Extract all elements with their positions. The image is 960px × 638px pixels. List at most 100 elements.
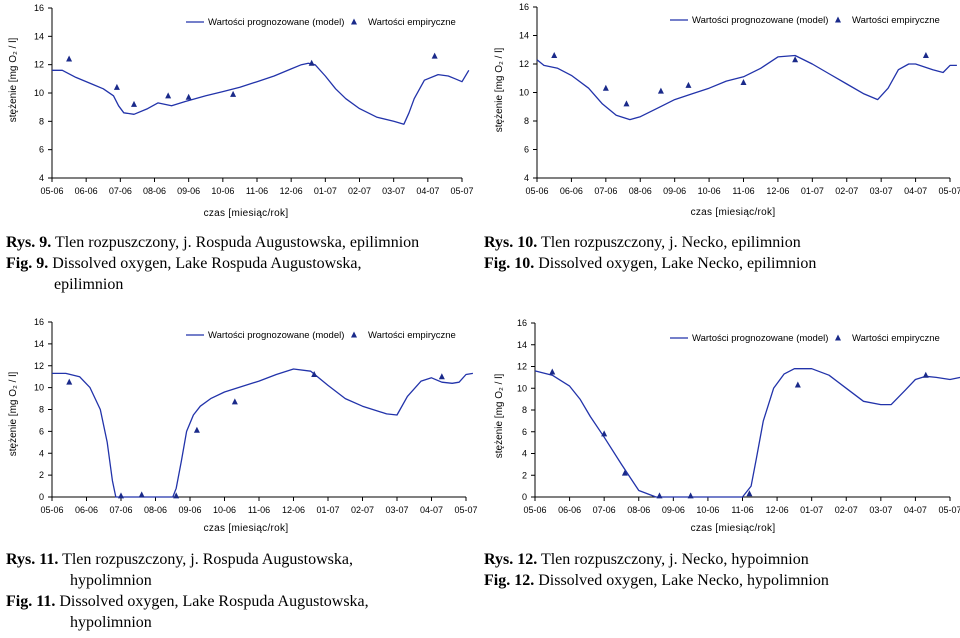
chart-svg: 0 2 4 6 8 10 12 14 16 05-06 06-06 07-06 08-06 09-06 10…: [494, 318, 960, 534]
empirical-point: [113, 83, 120, 90]
y-tick-label: 0: [39, 492, 44, 502]
empirical-point: [740, 79, 747, 86]
x-tick-label: 10-06: [211, 186, 234, 196]
x-tick-label: 07-06: [593, 505, 616, 515]
y-tick-label: 2: [522, 470, 527, 480]
y-axis-label: stężenie [mg O₂ / l]: [494, 374, 505, 459]
y-tick-label: 6: [39, 145, 44, 155]
chart-panel-rys9: 4 6 8 10 12 14 16 05-06 06-06 07-06 08-06 09-06 10-0…: [0, 0, 480, 225]
empirical-point: [687, 492, 694, 499]
chart-svg: 4 6 8 10 12 14 16 05-06 06-06 07-06 08-06 09-06 10-0…: [8, 3, 474, 219]
x-tick-label: 10-06: [696, 505, 719, 515]
x-tick-label: 05-07: [450, 186, 473, 196]
y-tick-label: 8: [524, 116, 529, 126]
y-tick-label: 12: [34, 60, 44, 70]
y-tick-label: 4: [39, 173, 44, 183]
chart-panel-rys12: 0 2 4 6 8 10 12 14 16 05-06 06-06 07-06 08-06 09-06 10…: [480, 310, 960, 542]
x-tick-label: 07-06: [109, 505, 132, 515]
x-tick-label: 06-06: [75, 505, 98, 515]
x-tick-label: 01-07: [314, 186, 337, 196]
caption-pl-num: Rys. 11.: [6, 551, 59, 568]
model-series-line: [52, 368, 474, 498]
x-tick-label: 03-07: [382, 186, 405, 196]
x-tick-label: 08-06: [629, 186, 652, 196]
x-tick-label: 11-06: [246, 186, 268, 196]
empirical-point: [602, 84, 609, 91]
x-tick-label: 04-07: [420, 505, 443, 515]
y-tick-label: 4: [522, 449, 527, 459]
y-tick-label: 10: [34, 383, 44, 393]
x-tick-label: 04-07: [904, 186, 927, 196]
x-tick-label: 01-07: [801, 186, 824, 196]
caption-pl-num: Rys. 10.: [484, 234, 538, 251]
y-tick-label: 14: [519, 31, 529, 41]
y-tick-label: 2: [39, 470, 44, 480]
x-tick-label: 08-06: [627, 505, 650, 515]
caption-pl-num: Rys. 9.: [6, 234, 52, 251]
x-tick-label: 12-06: [766, 505, 789, 515]
empirical-point: [794, 381, 801, 388]
x-tick-label: 02-07: [835, 505, 858, 515]
empirical-point: [185, 93, 192, 100]
caption-en-text: Dissolved oxygen, Lake Rospuda Augustows…: [59, 593, 369, 610]
y-tick-label: 10: [34, 88, 44, 98]
caption-pl-num: Rys. 12.: [484, 551, 538, 568]
y-tick-label: 10: [517, 383, 527, 393]
y-tick-label: 14: [34, 339, 44, 349]
caption-pl-cont: hypolimnion: [70, 572, 152, 589]
x-axis-label: czas [miesiąc/rok]: [204, 523, 289, 534]
legend-empirical-swatch: [835, 334, 841, 341]
x-tick-label: 09-06: [177, 186, 200, 196]
caption-en-num: Fig. 9.: [6, 255, 49, 272]
x-tick-label: 08-06: [144, 505, 167, 515]
y-tick-label: 16: [519, 2, 529, 12]
caption-rys12: Rys. 12. Tlen rozpuszczony, j. Necko, hy…: [484, 549, 829, 591]
chart-svg: 4 6 8 10 12 14 16 05-06 06-06 07-06 08-06 09-06 10-0…: [494, 2, 960, 218]
y-tick-label: 16: [34, 317, 44, 327]
y-tick-label: 16: [517, 318, 527, 328]
x-tick-label: 02-07: [348, 186, 371, 196]
empirical-point: [685, 81, 692, 88]
empirical-point: [66, 378, 73, 385]
x-tick-label: 04-07: [904, 505, 927, 515]
x-tick-label: 05-06: [40, 505, 63, 515]
x-axis-label: czas [miesiąc/rok]: [691, 523, 776, 534]
caption-en-text: Dissolved oxygen, Lake Necko, epilimnion: [538, 255, 817, 272]
empirical-point: [623, 100, 630, 107]
x-tick-label: 09-06: [663, 186, 686, 196]
empirical-point: [657, 87, 664, 94]
empirical-point: [230, 90, 237, 97]
x-tick-label: 05-07: [454, 505, 477, 515]
x-tick-label: 03-07: [870, 186, 893, 196]
x-tick-label: 05-07: [938, 505, 960, 515]
empirical-point: [621, 469, 628, 476]
x-tick-label: 06-06: [558, 505, 581, 515]
x-axis-label: czas [miesiąc/rok]: [204, 208, 289, 219]
legend-empirical-swatch: [351, 331, 357, 338]
legend-empirical-swatch: [835, 16, 841, 23]
model-series-line: [534, 368, 960, 498]
model-series-line: [52, 62, 470, 125]
empirical-point: [792, 56, 799, 63]
chart-panel-rys10: 4 6 8 10 12 14 16 05-06 06-06 07-06 08-06 09-06 10-0…: [480, 0, 960, 225]
caption-en-num: Fig. 11.: [6, 593, 56, 610]
x-tick-label: 09-06: [178, 505, 201, 515]
x-axis-label: czas [miesiąc/rok]: [691, 207, 776, 218]
caption-pl-text: Tlen rozpuszczony, j. Necko, hypoimnion: [540, 551, 809, 568]
y-tick-label: 14: [34, 31, 44, 41]
legend-model-label: Wartości prognozowane (model): [692, 15, 828, 26]
caption-en-cont: hypolimnion: [70, 614, 152, 631]
y-tick-label: 6: [39, 426, 44, 436]
x-tick-label: 12-06: [766, 186, 789, 196]
legend-empirical-label: Wartości empiryczne: [368, 17, 456, 28]
y-tick-label: 4: [524, 173, 529, 183]
empirical-point: [66, 55, 73, 62]
legend-model-label: Wartości prognozowane (model): [692, 333, 828, 344]
x-tick-label: 06-06: [560, 186, 583, 196]
y-axis-label: stężenie [mg O₂ / l]: [494, 48, 505, 133]
empirical-point: [922, 51, 929, 58]
empirical-point: [746, 490, 753, 497]
y-tick-label: 12: [519, 59, 529, 69]
empirical-point: [551, 51, 558, 58]
caption-en-text: Dissolved oxygen, Lake Necko, hypolimnio…: [538, 572, 829, 589]
